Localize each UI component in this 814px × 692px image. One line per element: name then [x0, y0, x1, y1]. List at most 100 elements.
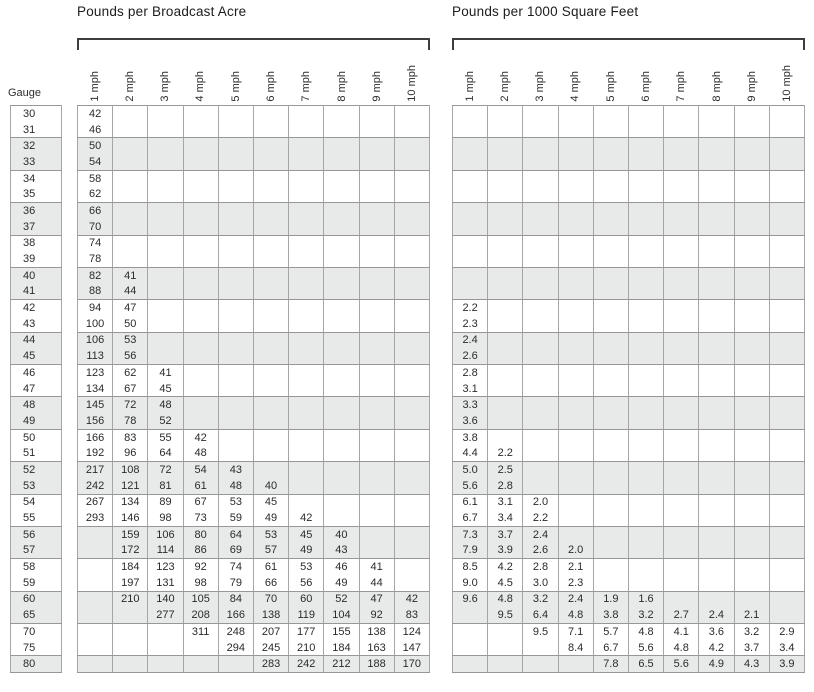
- table-cell: [663, 461, 700, 478]
- table-cell: [592, 299, 629, 316]
- table-cell: [487, 299, 524, 316]
- table-cell: [288, 266, 325, 284]
- table-cell: [768, 202, 806, 219]
- table-cell: 277: [147, 607, 184, 625]
- table-cell: [592, 266, 629, 284]
- table-cell: 40: [252, 477, 290, 495]
- table-cell: 184: [323, 639, 360, 657]
- table-row-gauge-33: 54: [76, 154, 431, 171]
- table-cell: [182, 186, 219, 204]
- table-row-gauge-56: 159 106 80 64 53 45 40: [76, 525, 431, 543]
- table-cell: 2.7: [663, 607, 700, 625]
- table-cell: [768, 121, 806, 139]
- table-cell: [112, 104, 149, 122]
- table-cell: [358, 380, 395, 398]
- table-cell: [663, 542, 700, 560]
- table-cell: [768, 428, 806, 446]
- table-cell: 57: [252, 542, 290, 560]
- table-cell: [182, 299, 219, 316]
- table-cell: [698, 445, 735, 463]
- gauge-cell: 52: [10, 461, 62, 478]
- table-cell: [733, 315, 770, 333]
- table-cell: [663, 121, 700, 139]
- table-cell: 212: [323, 655, 360, 674]
- table-cell: [252, 461, 290, 478]
- table-cell: [323, 428, 360, 446]
- table-cell: [358, 413, 395, 430]
- table-cell: 82: [76, 266, 114, 284]
- table-cell: 156: [76, 413, 114, 430]
- table-cell: [557, 218, 594, 236]
- table-cell: 94: [76, 299, 114, 316]
- gauge-row-65: 65: [10, 607, 62, 625]
- gauge-cell: 59: [10, 574, 62, 592]
- table-cell: [592, 137, 629, 155]
- table-cell: [288, 186, 325, 204]
- table-cell: [358, 428, 395, 446]
- table-cell: 72: [147, 461, 184, 478]
- table-cell: 2.4: [557, 590, 594, 608]
- table-cell: [182, 331, 219, 349]
- table-cell: [252, 413, 290, 430]
- table-cell: [592, 154, 629, 171]
- table-cell: [252, 186, 290, 204]
- table-cell: [323, 169, 360, 187]
- table-cell: 123: [147, 558, 184, 575]
- left-column-header-7mph: 7 mph: [289, 46, 324, 102]
- table-cell: 114: [147, 542, 184, 560]
- left-speed-headers: 1 mph 2 mph 3 mph 4 mph 5 mph 6 mph 7 mph 8 mph…: [77, 46, 430, 102]
- gauge-row-54: 54: [10, 493, 62, 511]
- table-cell: [112, 655, 149, 674]
- table-cell: [768, 186, 806, 204]
- table-cell: [627, 251, 665, 268]
- table-cell: [76, 590, 114, 608]
- table-cell: [358, 104, 395, 122]
- table-cell: [252, 299, 290, 316]
- right-column-header-3mph: 3 mph: [523, 46, 558, 102]
- table-cell: 3.4: [768, 639, 806, 657]
- table-cell: 4.4: [451, 445, 489, 463]
- table-cell: 78: [76, 251, 114, 268]
- table-cell: [522, 363, 559, 381]
- table-cell: [288, 380, 325, 398]
- table-cell: 242: [288, 655, 325, 674]
- table-cell: [358, 186, 395, 204]
- table-cell: [627, 493, 665, 511]
- gauge-cell: 75: [10, 639, 62, 657]
- table-cell: 3.1: [451, 380, 489, 398]
- table-cell: 92: [182, 558, 219, 575]
- table-cell: 172: [112, 542, 149, 560]
- table-cell: [663, 525, 700, 543]
- table-cell: 3.2: [627, 607, 665, 625]
- table-cell: 9.0: [451, 574, 489, 592]
- table-cell: [76, 542, 114, 560]
- table-cell: [733, 542, 770, 560]
- gauge-cell: 65: [10, 607, 62, 625]
- table-cell: 67: [182, 493, 219, 511]
- table-row-gauge-42: 94 47: [76, 299, 431, 316]
- left-column-header-10mph: 10 mph: [395, 46, 430, 102]
- table-cell: [487, 639, 524, 657]
- table-cell: [487, 428, 524, 446]
- right-column-header-2mph: 2 mph: [487, 46, 522, 102]
- gauge-cell: 37: [10, 218, 62, 236]
- left-table-title: Pounds per Broadcast Acre: [77, 4, 247, 19]
- gauge-row-36: 36: [10, 202, 62, 219]
- table-cell: [557, 104, 594, 122]
- table-cell: [627, 154, 665, 171]
- table-cell: [182, 266, 219, 284]
- table-cell: [393, 396, 431, 414]
- table-cell: [627, 169, 665, 187]
- table-cell: [217, 396, 254, 414]
- table-cell: [323, 493, 360, 511]
- table-cell: [592, 413, 629, 430]
- left-column-group-bracket: [77, 38, 430, 50]
- table-cell: [393, 154, 431, 171]
- table-cell: 42: [393, 590, 431, 608]
- table-cell: [217, 655, 254, 674]
- table-cell: [288, 461, 325, 478]
- table-row-gauge-41: [451, 283, 806, 301]
- table-cell: [182, 315, 219, 333]
- table-cell: [663, 574, 700, 592]
